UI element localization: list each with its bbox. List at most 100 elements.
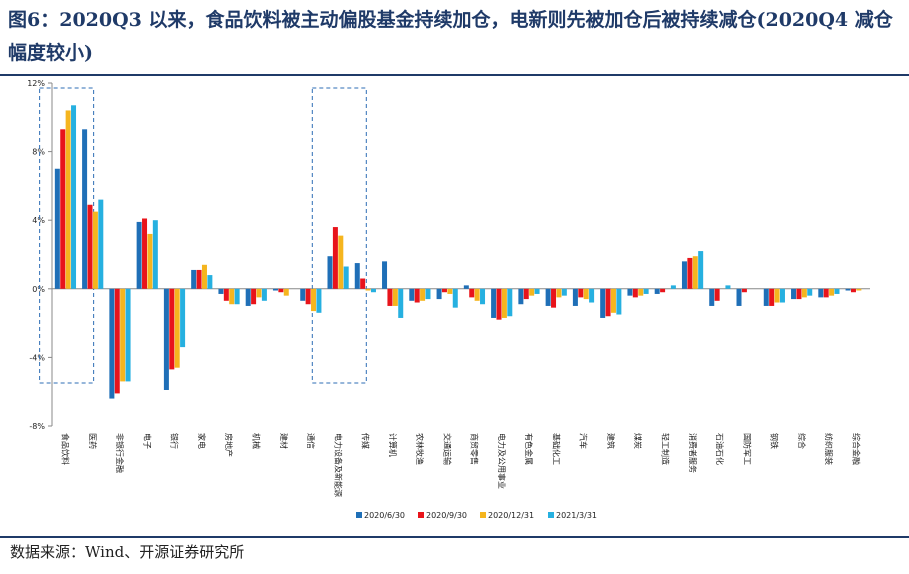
bar: [523, 288, 529, 300]
bar: [71, 105, 77, 289]
source-note: 数据来源：Wind、开源证券研究所: [10, 543, 245, 561]
bar: [583, 288, 589, 300]
bar: [605, 288, 611, 317]
bar: [436, 288, 442, 300]
bar: [251, 288, 257, 305]
bar: [616, 288, 622, 315]
category-label: 电子: [142, 433, 152, 449]
category-label: 计算机: [388, 433, 398, 457]
bar: [327, 256, 333, 289]
bar: [207, 275, 213, 289]
category-label: 交通运输: [442, 433, 452, 465]
bar: [180, 288, 186, 348]
bar: [82, 129, 88, 289]
y-tick-label: 12%: [27, 79, 45, 88]
bar: [600, 288, 606, 318]
bar: [736, 288, 742, 306]
y-tick-label: -8%: [29, 422, 45, 431]
bar: [147, 233, 153, 289]
category-label: 综合: [797, 433, 807, 449]
category-label: 机械: [252, 433, 262, 449]
bar: [578, 288, 584, 298]
bar: [283, 288, 289, 296]
bar: [343, 266, 349, 289]
bar: [196, 269, 202, 289]
legend-label: 2020/12/31: [488, 511, 534, 520]
top-rule: [0, 74, 909, 76]
bar: [142, 218, 148, 289]
bar: [425, 288, 431, 300]
bar: [643, 288, 649, 294]
legend-swatch: [480, 512, 486, 518]
bar: [561, 288, 567, 296]
category-label: 煤炭: [633, 433, 643, 449]
axes: 12% 8% 4% 0% -4% -8%: [27, 79, 870, 431]
bar: [392, 288, 398, 306]
bar: [152, 220, 158, 289]
legend-label: 2021/3/31: [556, 511, 597, 520]
bar: [163, 288, 169, 390]
bar: [169, 288, 175, 370]
highlight-box: [311, 87, 367, 384]
bar: [370, 288, 376, 293]
legend-label: 2020/9/30: [426, 511, 467, 520]
category-label: 商贸零售: [470, 433, 480, 465]
category-label: 建筑: [606, 433, 616, 449]
bar: [670, 285, 676, 289]
bar: [382, 261, 388, 289]
bar: [632, 288, 638, 298]
bar: [725, 285, 731, 289]
bar: [589, 288, 595, 303]
bar: [441, 288, 447, 293]
bottom-rule: [0, 536, 909, 538]
category-label: 钢铁: [770, 433, 780, 449]
bar: [360, 278, 366, 289]
bars: [54, 105, 867, 399]
bar: [534, 288, 540, 294]
category-label: 纺织服装: [824, 433, 834, 465]
bar: [463, 285, 469, 289]
bar: [338, 235, 344, 289]
bar: [452, 288, 458, 308]
bar: [420, 288, 426, 301]
bar: [714, 288, 720, 301]
y-tick-label: 0%: [32, 285, 45, 294]
bar: [316, 288, 322, 313]
bar: [409, 288, 415, 301]
category-label: 有色金属: [524, 433, 534, 465]
bar: [698, 251, 704, 289]
bar: [87, 204, 93, 289]
bar: [311, 288, 317, 312]
legend-swatch: [548, 512, 554, 518]
bar: [518, 288, 524, 305]
bar: [201, 264, 207, 289]
category-label: 建材: [279, 433, 289, 449]
y-tick-label: 8%: [32, 148, 45, 157]
bar: [245, 288, 251, 306]
bar: [529, 288, 535, 296]
bar: [365, 288, 371, 291]
bar: [823, 288, 829, 298]
bar: [687, 257, 693, 289]
category-label: 医药: [88, 433, 98, 449]
bar: [305, 288, 311, 305]
bar: [681, 261, 687, 289]
bar: [654, 288, 660, 294]
bar: [801, 288, 807, 298]
bar: [469, 288, 475, 298]
bar: [261, 288, 267, 301]
y-tick-label: -4%: [29, 353, 45, 362]
bar: [818, 288, 824, 298]
category-label: 通信: [306, 433, 316, 449]
bar: [92, 211, 98, 289]
bar-chart: 12% 8% 4% 0% -4% -8% 食品饮料 医药 非银行金融 电子 银行 家电 房地产 机械 建材…: [27, 79, 870, 520]
bar: [447, 288, 453, 294]
bar: [60, 129, 66, 289]
category-label: 非银行金融: [115, 433, 125, 473]
category-label: 银行: [170, 433, 180, 449]
bar: [507, 288, 513, 317]
bar: [763, 288, 769, 306]
bar: [387, 288, 393, 306]
bar: [398, 288, 404, 318]
bar: [545, 288, 551, 306]
